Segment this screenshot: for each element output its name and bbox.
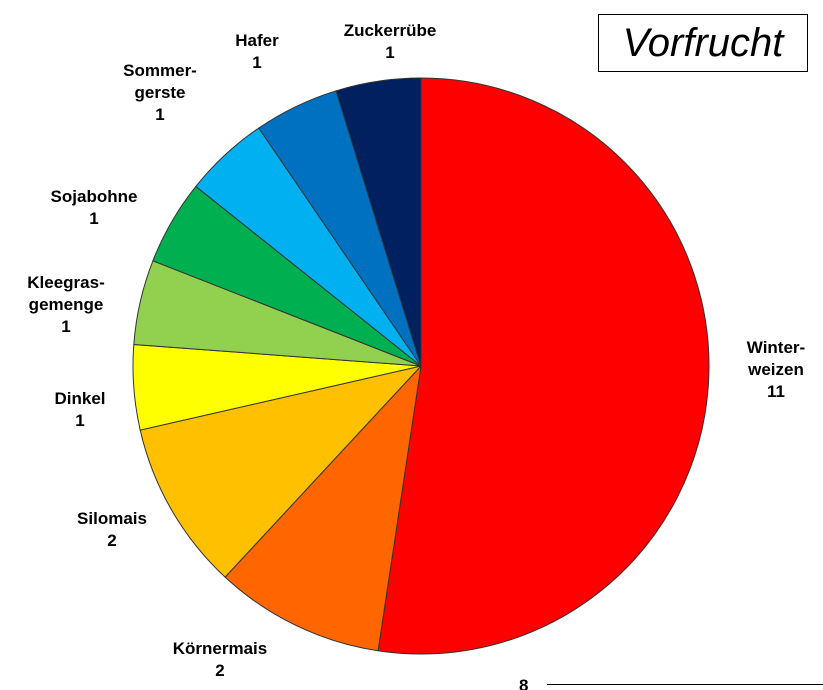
value-label: 1 bbox=[89, 209, 99, 228]
slice-label: Dinkel bbox=[54, 389, 106, 408]
value-label: 1 bbox=[385, 43, 395, 62]
value-label: 2 bbox=[107, 531, 117, 550]
value-label: 1 bbox=[75, 411, 85, 430]
value-label: 2 bbox=[215, 661, 225, 680]
value-label: 1 bbox=[155, 105, 165, 124]
slice-label: Silomais bbox=[77, 509, 147, 528]
slice-label: Sommer- gerste bbox=[123, 61, 197, 102]
footer-rule bbox=[547, 684, 823, 685]
slice-label: Zuckerrübe bbox=[343, 21, 437, 40]
pie-slice bbox=[335, 77, 422, 367]
slice-label: Kleegras- gemenge bbox=[27, 273, 105, 314]
pie-slice bbox=[224, 364, 422, 652]
pie-slice bbox=[377, 77, 710, 655]
value-label: 1 bbox=[61, 317, 71, 336]
value-label: 1 bbox=[252, 53, 262, 72]
pie-slice bbox=[139, 365, 423, 578]
page-number: 8 bbox=[519, 676, 529, 690]
slice-label: Winter- weizen bbox=[746, 338, 806, 379]
slice-label: Sojabohne bbox=[50, 187, 138, 206]
slice-label: Hafer bbox=[235, 31, 279, 50]
value-label: 11 bbox=[767, 382, 785, 401]
chart-title: Vorfrucht bbox=[598, 14, 808, 72]
slice-label: Körnermais bbox=[172, 639, 268, 658]
